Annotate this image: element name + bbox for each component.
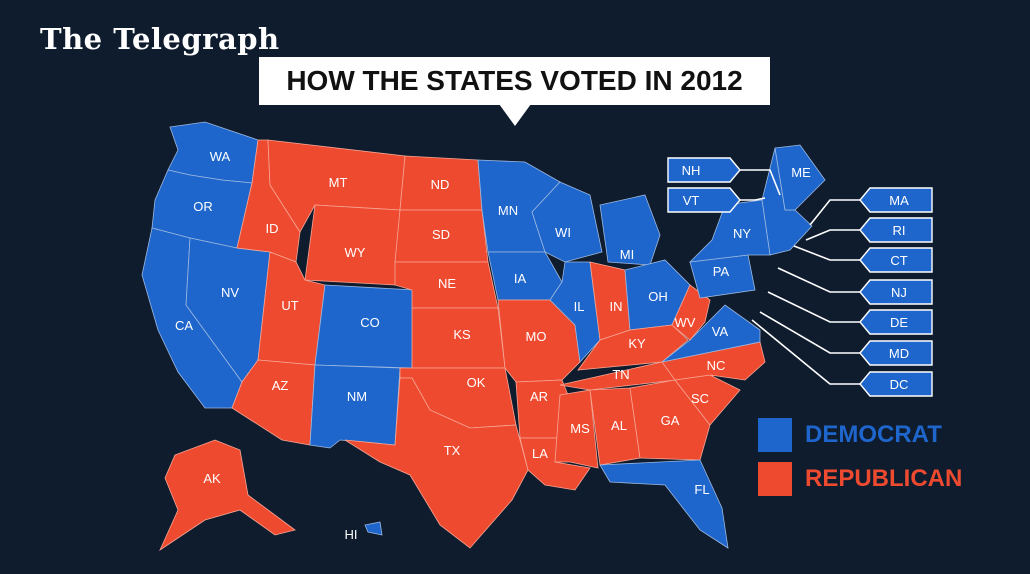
title-banner: HOW THE STATES VOTED IN 2012	[259, 57, 770, 105]
callout-tag-nh	[667, 157, 741, 183]
state-label-az: AZ	[272, 378, 289, 393]
callout-line-md	[759, 311, 860, 354]
state-label-me: ME	[791, 165, 811, 180]
legend-swatch-democrat	[758, 418, 792, 452]
state-label-ky: KY	[628, 336, 646, 351]
callout-line-vt	[740, 197, 766, 201]
state-label-tn: TN	[612, 367, 629, 382]
state-label-la: LA	[532, 446, 548, 461]
callout-label-md: MD	[889, 346, 909, 361]
title-pointer	[499, 104, 531, 126]
callout-tag-de	[859, 309, 933, 335]
callout-label-ma: MA	[889, 193, 909, 208]
callout-line-nj	[777, 267, 860, 293]
callout-line-ma	[809, 199, 860, 226]
callout-label-dc: DC	[890, 377, 909, 392]
state-label-ar: AR	[530, 389, 548, 404]
callout-tag-ri	[859, 217, 933, 243]
state-label-ks: KS	[453, 327, 471, 342]
state-fl	[599, 459, 729, 549]
state-label-ia: IA	[514, 271, 527, 286]
state-label-nm: NM	[347, 389, 367, 404]
callouts-layer: MA RI CT NJ DE MD DC NH VT	[667, 157, 933, 397]
state-wi	[531, 181, 603, 263]
state-label-tx: TX	[444, 443, 461, 458]
state-label-va: VA	[712, 324, 729, 339]
legend-label-democrat: DEMOCRAT	[805, 421, 942, 448]
state-label-ne: NE	[438, 276, 456, 291]
state-label-ms: MS	[570, 421, 590, 436]
state-label-wy: WY	[345, 245, 366, 260]
state-tx	[344, 377, 529, 549]
callout-line-nh	[740, 169, 781, 196]
state-label-mi: MI	[620, 247, 634, 262]
state-label-ak: AK	[203, 471, 221, 486]
state-hi	[364, 521, 383, 536]
callout-tag-nj	[859, 279, 933, 305]
state-wv	[671, 284, 711, 341]
callout-line-dc	[751, 319, 860, 385]
state-mi	[599, 194, 661, 266]
state-label-nd: ND	[431, 177, 450, 192]
brand-logo: The Telegraph	[40, 22, 280, 56]
callout-label-de: DE	[890, 315, 908, 330]
state-label-ut: UT	[281, 298, 298, 313]
callout-label-nj: NJ	[891, 285, 907, 300]
legend-swatch-republican	[758, 462, 792, 496]
state-label-mo: MO	[526, 329, 547, 344]
callout-tag-ct	[859, 247, 933, 273]
callout-tag-ma	[859, 187, 933, 213]
state-ms	[554, 389, 599, 469]
state-label-wi: WI	[555, 225, 571, 240]
callout-tag-md	[859, 340, 933, 366]
callout-line-ct	[793, 245, 860, 261]
state-nm	[309, 364, 401, 449]
state-label-fl: FL	[694, 482, 709, 497]
state-label-nc: NC	[707, 358, 726, 373]
state-label-ok: OK	[467, 375, 486, 390]
state-label-mn: MN	[498, 203, 518, 218]
state-label-sc: SC	[691, 391, 709, 406]
state-ak	[159, 439, 296, 552]
state-label-pa: PA	[713, 264, 730, 279]
labels-layer: WA OR CA NV ID MT WY UT AZ CO NM ND SD NE KS OK TX MN IA MO…	[175, 149, 811, 542]
state-ny	[688, 199, 771, 263]
state-label-wv: WV	[675, 315, 696, 330]
callout-tag-vt	[667, 187, 741, 213]
state-label-ca: CA	[175, 318, 193, 333]
state-label-al: AL	[611, 418, 627, 433]
state-va	[661, 304, 761, 363]
state-label-ga: GA	[661, 413, 680, 428]
state-label-hi: HI	[345, 527, 358, 542]
callout-label-ct: CT	[890, 253, 907, 268]
callout-label-nh: NH	[682, 163, 701, 178]
callout-tag-dc	[859, 371, 933, 397]
state-label-il: IL	[574, 299, 585, 314]
state-me	[774, 144, 826, 211]
state-ga	[629, 379, 711, 461]
state-label-oh: OH	[648, 289, 668, 304]
callout-label-vt: VT	[683, 193, 700, 208]
state-label-nv: NV	[221, 285, 239, 300]
state-label-mt: MT	[329, 175, 348, 190]
callout-line-ri	[805, 229, 860, 241]
state-label-ny: NY	[733, 226, 751, 241]
states-layer	[141, 121, 826, 552]
legend-label-republican: REPUBLICAN	[805, 465, 963, 492]
callout-line-de	[767, 291, 860, 323]
callout-label-ri: RI	[893, 223, 906, 238]
state-label-in: IN	[610, 299, 623, 314]
state-label-id: ID	[266, 221, 279, 236]
map-title: HOW THE STATES VOTED IN 2012	[286, 65, 743, 96]
state-label-co: CO	[360, 315, 380, 330]
state-label-sd: SD	[432, 227, 450, 242]
state-label-or: OR	[193, 199, 213, 214]
state-label-wa: WA	[210, 149, 231, 164]
